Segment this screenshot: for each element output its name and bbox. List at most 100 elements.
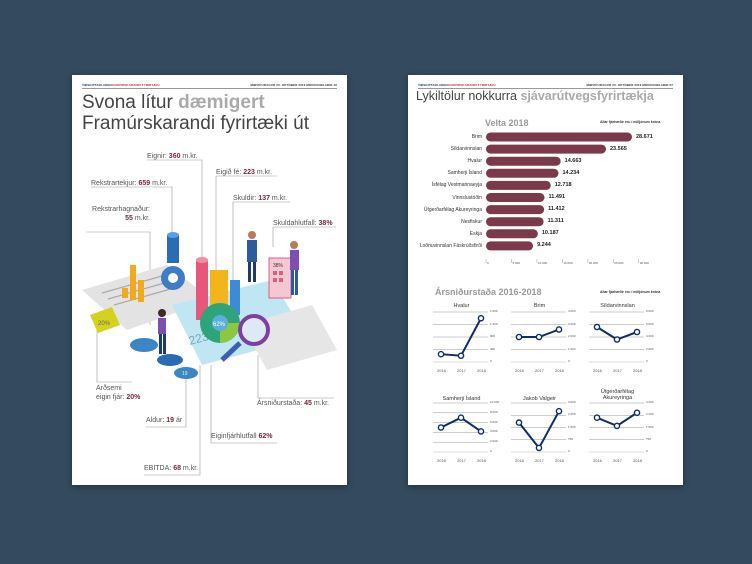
label-value: 45	[304, 400, 312, 407]
man-figure	[247, 231, 257, 282]
y-tick-label: 0	[568, 449, 570, 453]
label-value: 223	[243, 169, 255, 176]
data-point	[477, 314, 485, 322]
y-tick-label: 400	[490, 346, 496, 351]
data-point	[515, 333, 523, 341]
label-value: 360	[168, 153, 181, 160]
x-year-label: 2016	[437, 458, 446, 463]
header-publication: VIÐSKIPTABLAÐIÐ	[418, 83, 447, 87]
y-tick-label: 750	[646, 436, 652, 441]
label-key: Skuldir:	[233, 195, 259, 202]
x-year-label: 2018	[555, 458, 564, 463]
label-unit: m.kr.	[180, 153, 198, 160]
coin	[157, 354, 183, 366]
data-point	[555, 326, 563, 333]
y-tick-label: 4.000	[568, 309, 576, 313]
label-eiginfjarhlutfall: Eiginfjárhlutfall 62%	[211, 432, 272, 441]
data-point	[555, 407, 563, 415]
woman-on-coin	[158, 309, 166, 354]
label-unit: m.kr.	[269, 195, 288, 202]
units-note: Allar fjárhæðir eru í milljónum króna	[600, 120, 661, 124]
bar-value: 14.234	[562, 169, 580, 176]
y-tick-label: 1.500	[568, 424, 576, 429]
x-year-label: 2016	[437, 368, 446, 373]
bar-value: 11.491	[548, 194, 566, 200]
calculator-text: 38%	[273, 263, 284, 269]
bar-value: 14.663	[564, 157, 582, 164]
x-year-label: 2018	[477, 368, 486, 373]
y-tick-label: 8.000	[646, 309, 654, 313]
line-chart-title: Hvalur	[453, 303, 470, 309]
bar	[486, 144, 606, 154]
bar	[486, 193, 545, 202]
bar-label: Síldarvinnslan	[450, 146, 482, 153]
label-unit: m.kr.	[132, 215, 150, 222]
y-tick-label: 10.000	[490, 400, 500, 404]
data-point	[613, 336, 621, 343]
x-year-label: 2016	[515, 458, 524, 463]
woman-figure	[290, 241, 299, 295]
data-point	[633, 328, 641, 336]
bar	[486, 229, 538, 239]
label-value: 659	[138, 180, 151, 187]
y-tick-label: 3.000	[646, 400, 654, 404]
pink-cylinder	[196, 260, 208, 320]
title-line2: Framúrskarandi fyrirtæki út	[82, 113, 309, 134]
x-tick-label: 20.000	[588, 261, 599, 265]
bar-value: 23.565	[609, 145, 627, 152]
y-tick-label: 4.000	[646, 334, 654, 338]
units-note-2: Allar fjárhæðir eru í milljónum króna	[600, 290, 661, 294]
coin	[174, 367, 198, 379]
y-tick-label: 2.000	[646, 346, 654, 351]
line-chart-title: Útgerðarfélag Akureyringa	[600, 389, 635, 401]
bar-label: Vinnslustöðin	[452, 194, 482, 201]
data-point	[535, 333, 543, 341]
y-tick-label: 800	[490, 334, 496, 338]
label-value: 38%	[318, 220, 333, 227]
header-section: VIÐSKIPTABLAÐIÐFRAMÚRSKARANDI FYRIRTÆKI	[82, 83, 160, 87]
bar-chart-figure	[122, 265, 144, 302]
y-tick-label: 750	[568, 436, 574, 441]
data-point	[457, 414, 465, 422]
x-year-label: 2018	[555, 368, 564, 373]
y-tick-label: 2.000	[568, 334, 576, 338]
data-point	[633, 409, 641, 417]
data-point	[535, 444, 543, 452]
header-section-name: FRAMÚRSKARANDI FYRIRTÆKI	[446, 83, 496, 87]
y-tick-label: 8.000	[490, 409, 498, 414]
bar-label: Nesfiskur	[461, 218, 482, 225]
pie-text: 62%	[213, 322, 226, 328]
label-skuldahlutfall: Skuldahlutfall: 38%	[273, 219, 333, 228]
y-tick-label: 0	[490, 359, 492, 363]
bar-value: 12.718	[554, 181, 572, 188]
x-tick-label: 25.000	[614, 261, 624, 265]
x-tick-label: 0	[487, 261, 489, 265]
data-point	[437, 424, 445, 431]
label-value: 20%	[126, 394, 141, 401]
cylinder-figure	[167, 235, 179, 263]
bar	[486, 217, 544, 227]
label-value: 68	[173, 465, 181, 472]
x-year-label: 2017	[613, 368, 622, 373]
label-unit: ár	[174, 417, 183, 424]
data-point	[457, 352, 465, 360]
label-value: 62%	[258, 433, 273, 440]
label-key2: eigin fjár:	[96, 394, 127, 401]
y-tick-label: 1.600	[490, 309, 498, 313]
infographic-illustration: 20% 223 62% 38% 19	[82, 159, 337, 476]
left-page: VIÐSKIPTABLAÐIÐFRAMÚRSKARANDI FYRIRTÆKI …	[72, 75, 347, 485]
series-line	[518, 410, 560, 450]
label-value: 137	[258, 195, 270, 202]
label-key: Rekstrarhagnaður:	[92, 206, 150, 213]
label-ardsemi: Arðsemi eigin fjár: 20%	[96, 384, 140, 402]
bar	[486, 168, 559, 178]
label-rekstrarhagnadur: Rekstrarhagnaður: 55 m.kr.	[86, 205, 150, 223]
bar-label: Samherji Ísland	[447, 170, 482, 177]
title-highlight: sjávarútvegsfyrirtækja	[520, 89, 654, 103]
x-year-label: 2018	[477, 458, 486, 463]
data-point	[593, 414, 601, 422]
bar-label: Ísfélag Vestmannaeyja	[431, 182, 482, 189]
label-key: Eignir:	[147, 153, 169, 160]
bar	[486, 205, 545, 215]
title-highlight: dæmigert	[178, 92, 265, 113]
